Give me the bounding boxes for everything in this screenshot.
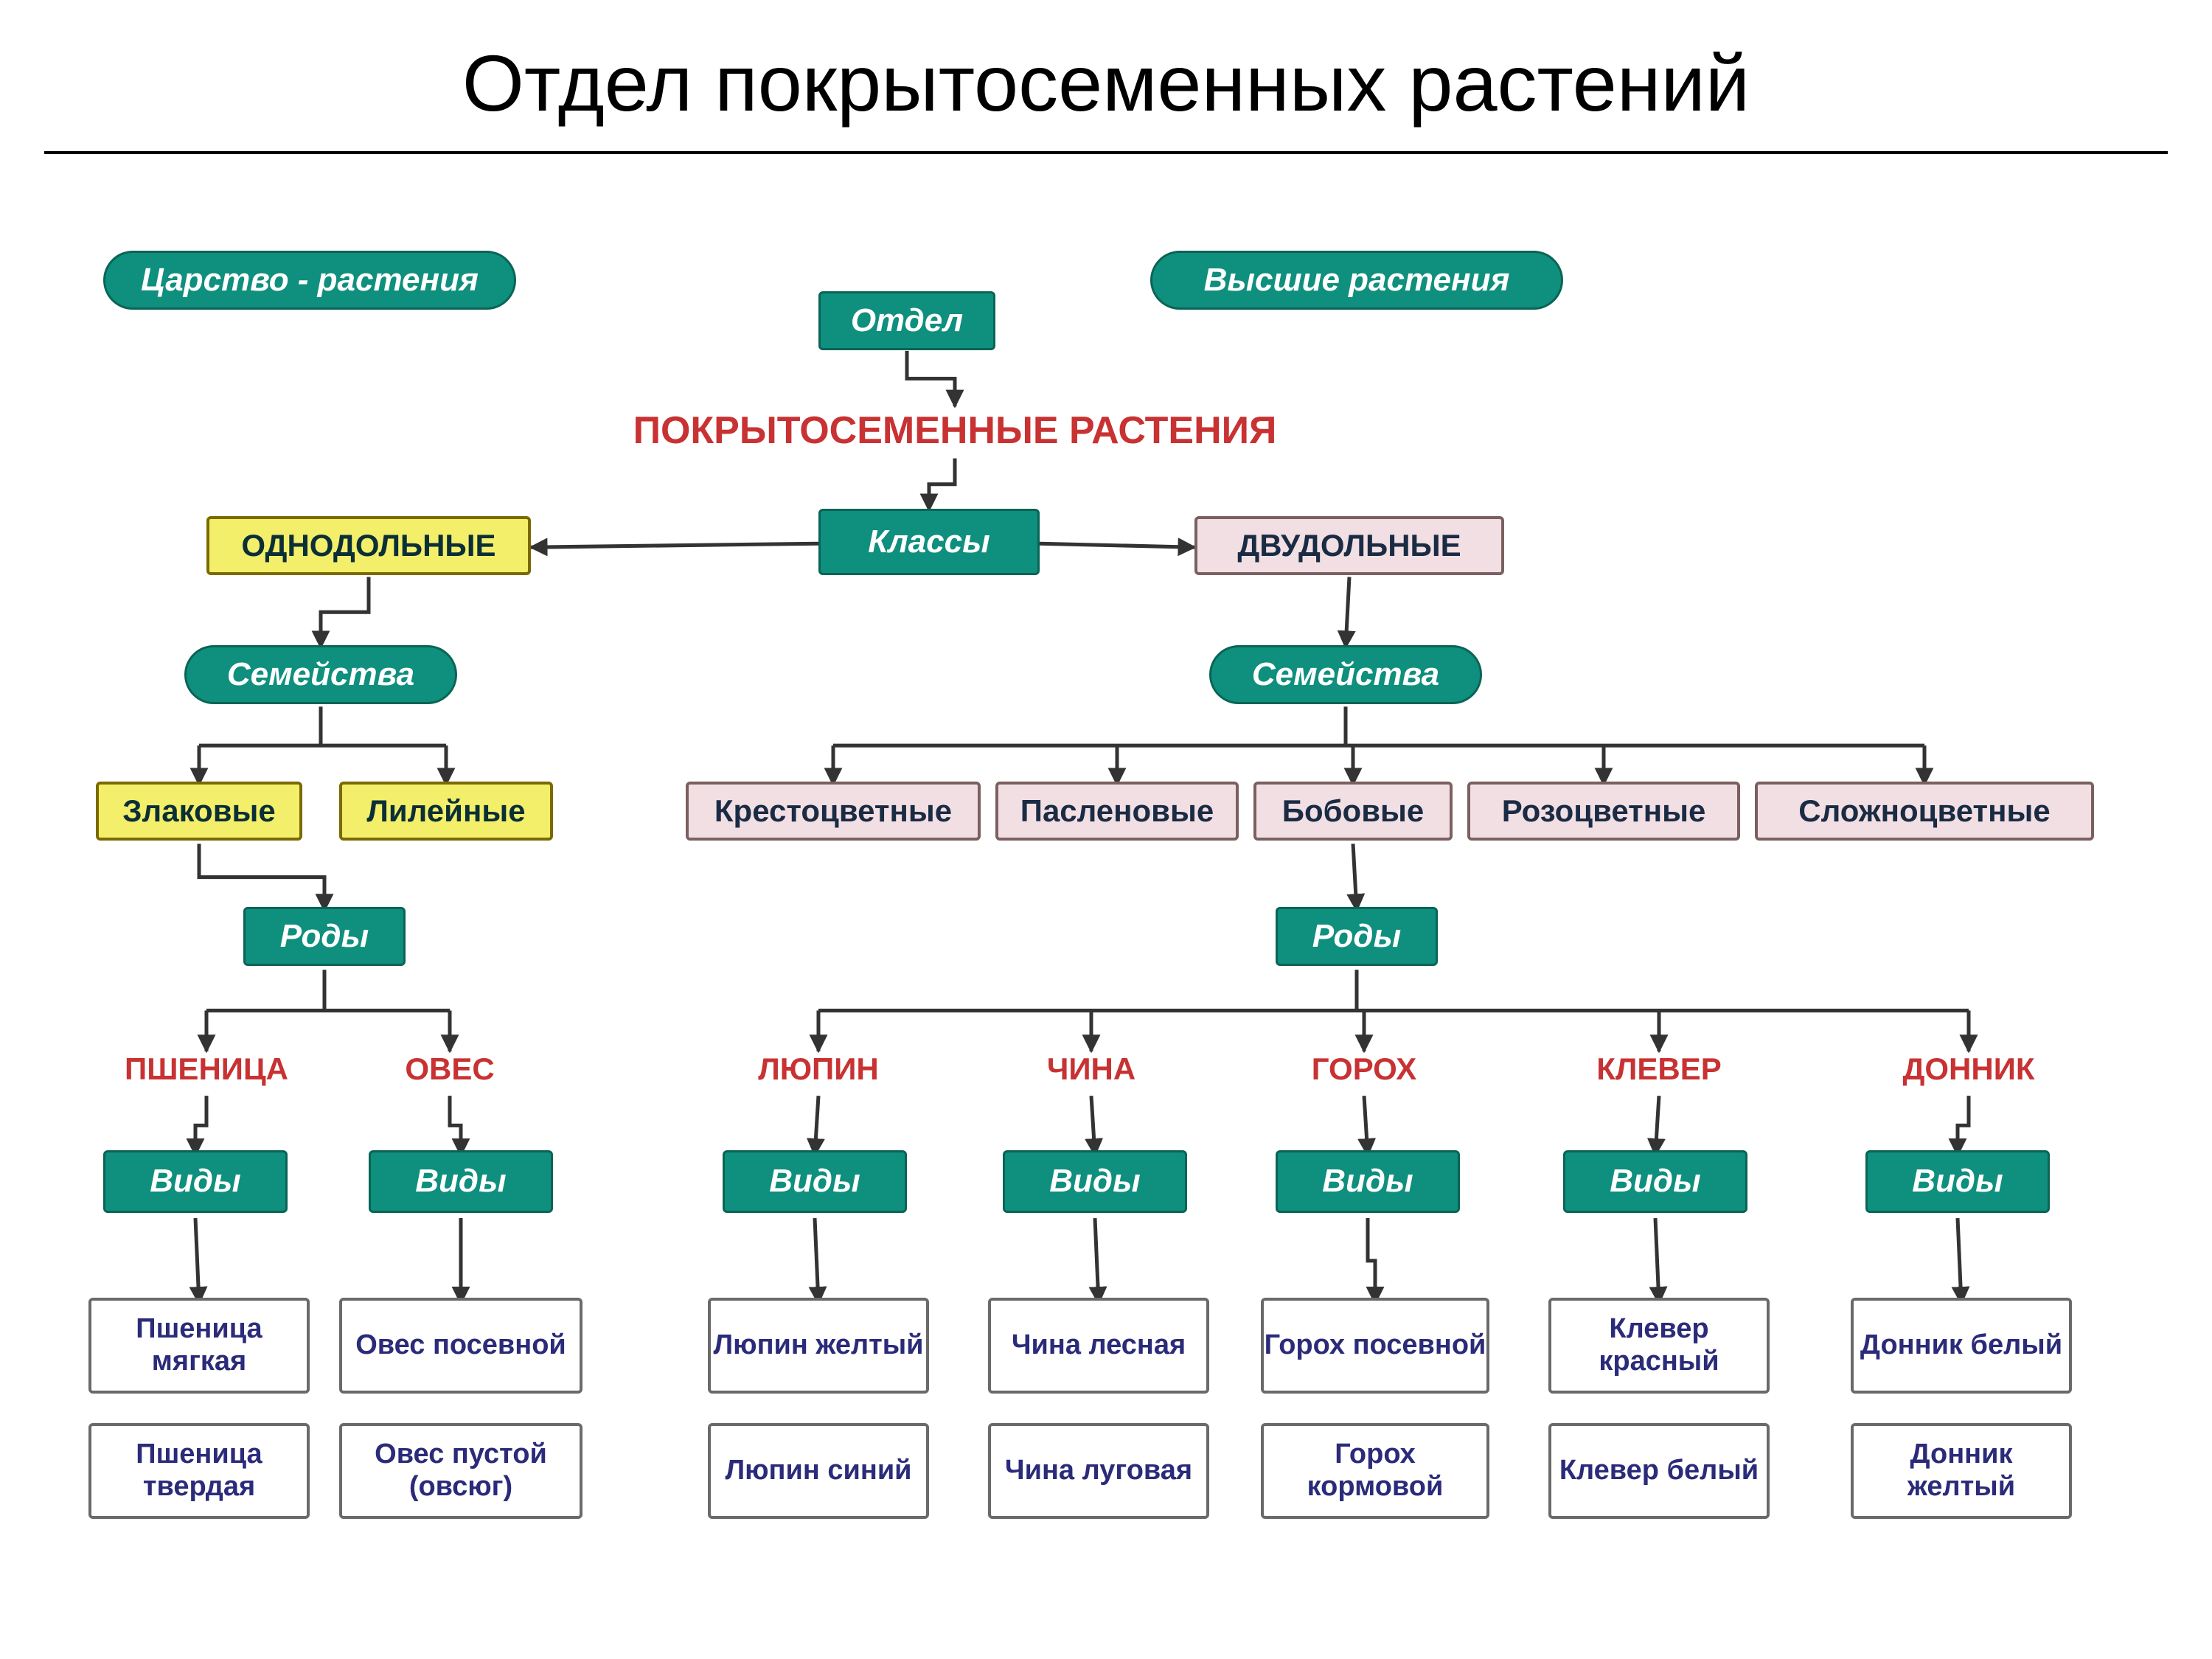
node-label: Люпин синий bbox=[725, 1455, 911, 1487]
node-mono: ОДНОДОЛЬНЫЕ bbox=[206, 516, 531, 575]
node-crucif: Крестоцветные bbox=[686, 782, 981, 841]
node-label: Розоцветные bbox=[1502, 793, 1706, 829]
node-g_wheat: ПШЕНИЦА bbox=[96, 1047, 317, 1091]
node-label: ОВЕС bbox=[405, 1051, 494, 1087]
node-solan: Пасленовые bbox=[995, 782, 1239, 841]
node-generaL: Роды bbox=[243, 907, 406, 966]
node-label: ДОННИК bbox=[1902, 1051, 2034, 1087]
node-lily: Лилейные bbox=[339, 782, 553, 841]
node-s4b: Чина луговая bbox=[988, 1423, 1209, 1519]
node-cereal: Злаковые bbox=[96, 782, 302, 841]
node-label: Царство - растения bbox=[141, 262, 479, 299]
node-higher: Высшие растения bbox=[1150, 251, 1563, 310]
node-label: Злаковые bbox=[122, 793, 276, 829]
node-g_china: ЧИНА bbox=[1010, 1047, 1172, 1091]
node-label: Люпин желтый bbox=[713, 1329, 923, 1362]
node-label: Виды bbox=[415, 1163, 506, 1200]
node-label: Клевер белый bbox=[1559, 1455, 1759, 1487]
node-label: Роды bbox=[1312, 918, 1401, 956]
node-label: Бобовые bbox=[1282, 793, 1425, 829]
node-s5b: Горох кормовой bbox=[1261, 1423, 1489, 1519]
node-label: Виды bbox=[1322, 1163, 1413, 1200]
node-label: Высшие растения bbox=[1204, 262, 1510, 299]
node-s7a: Донник белый bbox=[1851, 1298, 2072, 1394]
node-label: Овес пустой (овсюг) bbox=[342, 1439, 580, 1503]
node-label: Чина луговая bbox=[1005, 1455, 1192, 1487]
node-label: ПОКРЫТОСЕМЕННЫЕ РАСТЕНИЯ bbox=[633, 409, 1277, 453]
node-label: Лилейные bbox=[366, 793, 525, 829]
node-bigred: ПОКРЫТОСЕМЕННЫЕ РАСТЕНИЯ bbox=[457, 406, 1453, 457]
node-label: ОДНОДОЛЬНЫЕ bbox=[241, 528, 495, 563]
node-v7: Виды bbox=[1865, 1150, 2050, 1213]
node-label: Виды bbox=[1610, 1163, 1700, 1200]
node-classes: Классы bbox=[818, 509, 1040, 575]
node-v2: Виды bbox=[369, 1150, 553, 1213]
node-label: Пшеница мягкая bbox=[91, 1313, 307, 1377]
node-label: Чина лесная bbox=[1012, 1329, 1186, 1362]
node-s6a: Клевер красный bbox=[1548, 1298, 1770, 1394]
node-label: Донник желтый bbox=[1854, 1439, 2069, 1503]
node-label: Роды bbox=[280, 918, 369, 956]
node-g_oat: ОВЕС bbox=[369, 1047, 531, 1091]
node-g_lupin: ЛЮПИН bbox=[723, 1047, 914, 1091]
taxonomy-diagram: Царство - растения Высшие растения Отдел ПО… bbox=[44, 236, 2168, 1630]
node-label: Виды bbox=[1912, 1163, 2003, 1200]
node-label: Отдел bbox=[851, 302, 963, 340]
node-s2b: Овес пустой (овсюг) bbox=[339, 1423, 582, 1519]
node-label: Семейства bbox=[227, 656, 414, 694]
node-label: Виды bbox=[769, 1163, 860, 1200]
node-label: ЛЮПИН bbox=[758, 1051, 879, 1087]
node-label: ДВУДОЛЬНЫЕ bbox=[1237, 528, 1461, 563]
node-v1: Виды bbox=[103, 1150, 288, 1213]
node-rose: Розоцветные bbox=[1467, 782, 1740, 841]
node-label: Донник белый bbox=[1860, 1329, 2062, 1362]
node-label: Семейства bbox=[1252, 656, 1439, 694]
node-label: Виды bbox=[1049, 1163, 1140, 1200]
node-dicot: ДВУДОЛЬНЫЕ bbox=[1194, 516, 1504, 575]
node-label: Классы bbox=[868, 524, 990, 561]
node-generaR: Роды bbox=[1276, 907, 1438, 966]
node-label: Овес посевной bbox=[355, 1329, 566, 1362]
node-dept: Отдел bbox=[818, 291, 995, 350]
node-g_pea: ГОРОХ bbox=[1283, 1047, 1445, 1091]
node-g_donnik: ДОННИК bbox=[1865, 1047, 2072, 1091]
node-v3: Виды bbox=[723, 1150, 907, 1213]
node-label: Горох посевной bbox=[1265, 1329, 1486, 1362]
node-s2a: Овес посевной bbox=[339, 1298, 582, 1394]
node-label: Виды bbox=[150, 1163, 240, 1200]
node-legume: Бобовые bbox=[1253, 782, 1453, 841]
title-rule bbox=[44, 151, 2168, 154]
node-label: Крестоцветные bbox=[714, 793, 952, 829]
node-v4: Виды bbox=[1003, 1150, 1187, 1213]
node-s3b: Люпин синий bbox=[708, 1423, 929, 1519]
node-s5a: Горох посевной bbox=[1261, 1298, 1489, 1394]
node-s4a: Чина лесная bbox=[988, 1298, 1209, 1394]
node-s1b: Пшеница твердая bbox=[88, 1423, 310, 1519]
node-label: Пасленовые bbox=[1020, 793, 1214, 829]
node-label: КЛЕВЕР bbox=[1596, 1051, 1721, 1087]
node-s3a: Люпин желтый bbox=[708, 1298, 929, 1394]
node-v5: Виды bbox=[1276, 1150, 1460, 1213]
node-label: ЧИНА bbox=[1047, 1051, 1135, 1087]
node-composite: Сложноцветные bbox=[1755, 782, 2094, 841]
node-g_clover: КЛЕВЕР bbox=[1563, 1047, 1755, 1091]
node-label: Клевер красный bbox=[1551, 1313, 1767, 1377]
node-s6b: Клевер белый bbox=[1548, 1423, 1770, 1519]
node-label: ГОРОХ bbox=[1312, 1051, 1416, 1087]
node-label: Пшеница твердая bbox=[91, 1439, 307, 1503]
page-title: Отдел покрытосеменных растений bbox=[0, 0, 2212, 151]
node-s1a: Пшеница мягкая bbox=[88, 1298, 310, 1394]
node-label: Сложноцветные bbox=[1798, 793, 2050, 829]
node-v6: Виды bbox=[1563, 1150, 1747, 1213]
node-label: Горох кормовой bbox=[1264, 1439, 1486, 1503]
node-famL: Семейства bbox=[184, 645, 457, 704]
node-kingdom: Царство - растения bbox=[103, 251, 516, 310]
node-s7b: Донник желтый bbox=[1851, 1423, 2072, 1519]
node-label: ПШЕНИЦА bbox=[125, 1051, 288, 1087]
node-famR: Семейства bbox=[1209, 645, 1482, 704]
